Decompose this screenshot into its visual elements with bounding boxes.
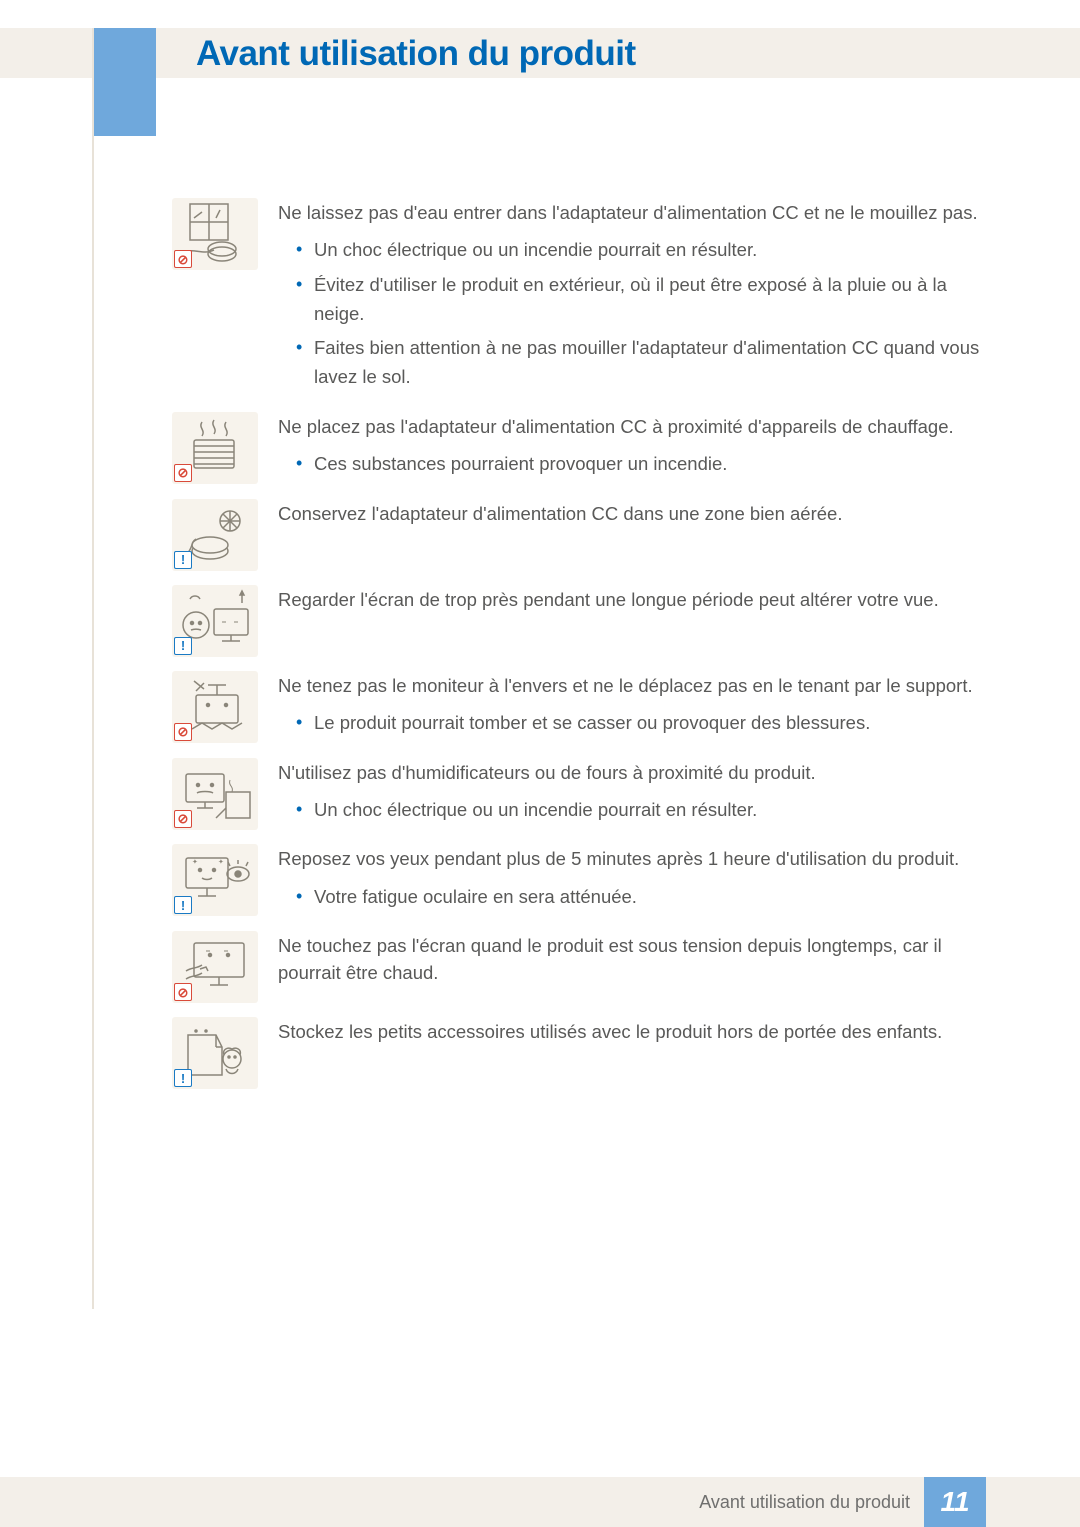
bullet-list: Ces substances pourraient provoquer un i… (278, 450, 1002, 479)
prohibit-icon: ⊘ (174, 810, 192, 828)
safety-section: ⊘ Ne laissez pas d'eau entrer dans l'ada… (172, 198, 1002, 398)
safety-section: ⊘ N'utilisez pas d'humidificateurs ou de… (172, 758, 1002, 831)
info-icon: ! (174, 1069, 192, 1087)
eye-rest-icon: ✦ ✦ ! (172, 844, 258, 916)
prohibit-icon: ⊘ (174, 723, 192, 741)
info-icon: ! (174, 551, 192, 569)
bullet-item: Le produit pourrait tomber et se casser … (278, 709, 1002, 738)
bullet-item: Votre fatigue oculaire en sera atténuée. (278, 883, 1002, 912)
hot-screen-icon: ⊘ (172, 931, 258, 1003)
footer-bar: Avant utilisation du produit 11 (0, 1477, 1080, 1527)
section-lead: Ne laissez pas d'eau entrer dans l'adapt… (278, 200, 1002, 226)
adapter-heater-icon: ⊘ (172, 412, 258, 484)
page-number-box: 11 (924, 1477, 986, 1527)
left-margin-rule (92, 28, 94, 1309)
safety-section: ! Stockez les petits accessoires utilisé… (172, 1017, 1002, 1089)
section-lead: N'utilisez pas d'humidificateurs ou de f… (278, 760, 1002, 786)
bullet-item: Évitez d'utiliser le produit en extérieu… (278, 271, 1002, 328)
prohibit-icon: ⊘ (174, 250, 192, 268)
bullet-list: Votre fatigue oculaire en sera atténuée. (278, 883, 1002, 912)
page-title: Avant utilisation du produit (196, 34, 636, 74)
bullet-item: Un choc électrique ou un incendie pourra… (278, 236, 1002, 265)
svg-text:✦: ✦ (218, 858, 224, 866)
eyes-close-screen-icon: ! (172, 585, 258, 657)
section-lead: Regarder l'écran de trop près pendant un… (278, 587, 1002, 613)
svg-text:✦: ✦ (192, 858, 198, 866)
prohibit-icon: ⊘ (174, 464, 192, 482)
section-lead: Ne tenez pas le moniteur à l'envers et n… (278, 673, 1002, 699)
section-lead: Reposez vos yeux pendant plus de 5 minut… (278, 846, 1002, 872)
safety-section: ⊘ Ne placez pas l'adaptateur d'alimentat… (172, 412, 1002, 485)
adapter-ventilated-icon: ! (172, 499, 258, 571)
bullet-item: Faites bien attention à ne pas mouiller … (278, 334, 1002, 391)
monitor-upside-down-icon: ⊘ (172, 671, 258, 743)
page-number: 11 (940, 1486, 969, 1518)
bullet-item: Un choc électrique ou un incendie pourra… (278, 796, 1002, 825)
bullet-list: Un choc électrique ou un incendie pourra… (278, 796, 1002, 825)
prohibit-icon: ⊘ (174, 983, 192, 1001)
section-lead: Ne placez pas l'adaptateur d'alimentatio… (278, 414, 1002, 440)
adapter-water-icon: ⊘ (172, 198, 258, 270)
section-lead: Conservez l'adaptateur d'alimentation CC… (278, 501, 1002, 527)
footer-title: Avant utilisation du produit (699, 1492, 910, 1513)
safety-section: ⊘ Ne touchez pas l'écran quand le produi… (172, 931, 1002, 1003)
safety-section: ! Conservez l'adaptateur d'alimentation … (172, 499, 1002, 571)
safety-section: ! Regarder l'écran de trop près pendant … (172, 585, 1002, 657)
bullet-list: Le produit pourrait tomber et se casser … (278, 709, 1002, 738)
section-lead: Stockez les petits accessoires utilisés … (278, 1019, 1002, 1045)
section-lead: Ne touchez pas l'écran quand le produit … (278, 933, 1002, 986)
info-icon: ! (174, 637, 192, 655)
info-icon: ! (174, 896, 192, 914)
safety-section: ✦ ✦ ! Reposez vos yeux pendant plus de 5 … (172, 844, 1002, 917)
humidifier-oven-icon: ⊘ (172, 758, 258, 830)
content-area: ⊘ Ne laissez pas d'eau entrer dans l'ada… (172, 198, 1002, 1103)
safety-section: ⊘ Ne tenez pas le moniteur à l'envers et… (172, 671, 1002, 744)
bullet-list: Un choc électrique ou un incendie pourra… (278, 236, 1002, 391)
small-parts-children-icon: ! (172, 1017, 258, 1089)
header-blue-tab (94, 28, 156, 136)
bullet-item: Ces substances pourraient provoquer un i… (278, 450, 1002, 479)
